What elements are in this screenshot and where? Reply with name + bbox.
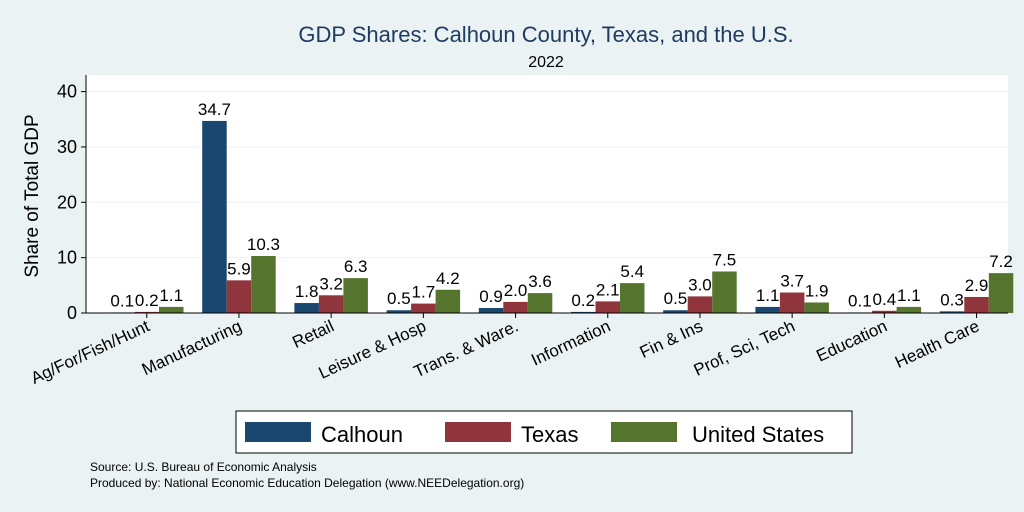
data-label: 1.1 (897, 286, 921, 305)
bar (964, 296, 989, 313)
data-label: 7.2 (989, 252, 1013, 271)
x-tick-label: Manufacturing (139, 316, 245, 379)
data-label: 2.9 (965, 276, 989, 295)
bar (503, 301, 528, 313)
legend-swatch (445, 422, 511, 442)
bar (478, 308, 504, 313)
y-tick-label: 0 (67, 303, 77, 323)
data-label: 3.0 (688, 275, 712, 294)
bar (755, 306, 780, 313)
legend-swatch (611, 422, 677, 442)
data-label: 0.3 (940, 290, 964, 309)
bar (571, 311, 596, 313)
data-label: 0.2 (571, 291, 595, 310)
bar (595, 301, 620, 313)
chart-subtitle: 2022 (528, 54, 564, 71)
legend-swatch (245, 422, 311, 442)
y-axis: 0 10 20 30 40 (57, 75, 87, 323)
data-label: 0.2 (135, 291, 159, 310)
data-label: 7.5 (713, 250, 737, 269)
data-label: 1.9 (805, 281, 829, 300)
x-tick-label: Information (528, 316, 613, 369)
data-label: 0.5 (664, 289, 688, 308)
data-label: 0.4 (873, 290, 897, 309)
data-label: 1.1 (159, 286, 183, 305)
data-label: 3.7 (780, 272, 804, 291)
bar (939, 311, 965, 313)
data-label: 3.2 (319, 274, 343, 293)
data-label: 1.7 (412, 283, 436, 302)
plot-background (86, 75, 1008, 313)
bar (343, 278, 368, 313)
data-label: 3.6 (528, 272, 552, 291)
bar (159, 306, 184, 313)
x-tick-label: Health Care (892, 316, 982, 372)
x-tick-label: Trans. & Ware. (411, 316, 521, 381)
bar (202, 120, 227, 313)
source-line-2: Produced by: National Economic Education… (90, 476, 524, 490)
bar (251, 255, 276, 313)
y-axis-label: Share of Total GDP (22, 114, 43, 277)
bar (226, 280, 252, 313)
legend-label: Texas (521, 422, 578, 447)
data-label: 1.1 (756, 286, 780, 305)
x-tick-label: Retail (289, 316, 336, 352)
data-label: 0.9 (479, 287, 503, 306)
bar (804, 302, 829, 313)
data-label: 2.0 (504, 281, 528, 300)
legend-label: Calhoun (321, 422, 403, 447)
bar (687, 296, 713, 313)
bar (134, 311, 159, 313)
data-label: 1.8 (295, 282, 319, 301)
data-label: 0.1 (110, 291, 134, 310)
data-label: 5.4 (620, 262, 644, 281)
y-tick-label: 10 (57, 248, 77, 268)
data-label: 4.2 (436, 269, 460, 288)
y-tick-label: 40 (57, 82, 77, 102)
legend: Calhoun Texas United States (235, 410, 853, 454)
bar (779, 292, 805, 313)
bar (988, 273, 1014, 313)
gridlines (86, 91, 1008, 259)
bar (294, 303, 319, 313)
bar (318, 295, 344, 313)
bar (620, 283, 645, 313)
bar (386, 310, 412, 313)
bar (896, 306, 922, 313)
data-label: 6.3 (344, 257, 368, 276)
legend-label: United States (692, 422, 824, 447)
source-line-1: Source: U.S. Bureau of Economic Analysis (90, 460, 317, 474)
data-label: 0.1 (848, 291, 872, 310)
y-tick-label: 30 (57, 137, 77, 157)
x-tick-label: Fin & Ins (637, 316, 706, 362)
bar (411, 303, 436, 313)
x-tick-label: Ag/For/Fish/Hunt (28, 316, 153, 388)
bar (435, 289, 461, 313)
y-tick-label: 20 (57, 192, 77, 212)
x-tick-label: Education (813, 316, 890, 365)
chart-title: GDP Shares: Calhoun County, Texas, and t… (298, 22, 793, 47)
legend-box (235, 410, 853, 454)
data-label: 10.3 (247, 235, 280, 254)
bar (872, 310, 897, 313)
data-label: 5.9 (227, 259, 251, 278)
data-label: 34.7 (198, 100, 231, 119)
bar (663, 310, 688, 313)
plot-area: 0.1 0.2 1.134.75.910.31.8 3.26.30.5 1.74.20.… (28, 75, 1014, 388)
bars: 0.1 0.2 1.134.75.910.31.8 3.26.30.5 1.74.20.… (110, 100, 1014, 313)
bar (527, 293, 553, 313)
data-label: 2.1 (596, 280, 620, 299)
x-tick-label: Prof, Sci, Tech (691, 316, 798, 379)
data-label: 0.5 (387, 289, 411, 308)
bar (712, 271, 737, 313)
